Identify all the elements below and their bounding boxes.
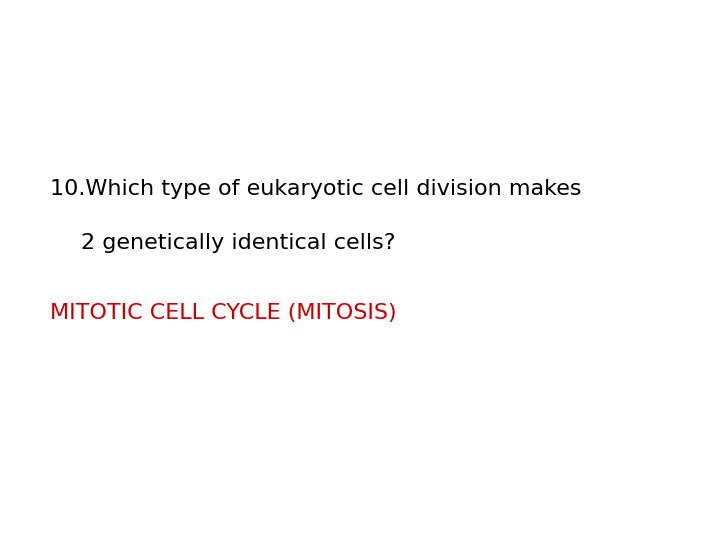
Text: 2 genetically identical cells?: 2 genetically identical cells? <box>81 233 396 253</box>
Text: MITOTIC CELL CYCLE (MITOSIS): MITOTIC CELL CYCLE (MITOSIS) <box>50 303 396 323</box>
Text: 10.Which type of eukaryotic cell division makes: 10.Which type of eukaryotic cell divisio… <box>50 179 581 199</box>
